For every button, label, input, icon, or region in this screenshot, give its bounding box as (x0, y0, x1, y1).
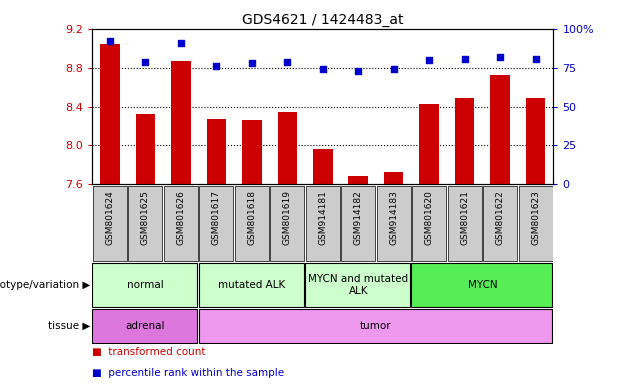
Text: GSM914182: GSM914182 (354, 190, 363, 245)
Text: GSM801621: GSM801621 (460, 190, 469, 245)
FancyBboxPatch shape (128, 185, 162, 261)
Text: MYCN and mutated
ALK: MYCN and mutated ALK (308, 274, 408, 296)
Bar (313, 149, 333, 184)
FancyBboxPatch shape (412, 185, 446, 261)
Point (460, 55, 470, 61)
Text: mutated ALK: mutated ALK (218, 280, 286, 290)
Text: GSM801617: GSM801617 (212, 190, 221, 245)
Bar (100, 44, 120, 184)
Text: tissue ▶: tissue ▶ (48, 321, 90, 331)
Text: adrenal: adrenal (126, 321, 165, 331)
Point (353, 68, 363, 74)
Text: tumor: tumor (360, 321, 392, 331)
Bar (277, 113, 297, 184)
FancyBboxPatch shape (305, 263, 410, 307)
Point (530, 55, 541, 61)
Text: ■  transformed count: ■ transformed count (92, 348, 205, 358)
FancyBboxPatch shape (199, 185, 233, 261)
Text: MYCN: MYCN (467, 280, 497, 290)
Bar (490, 74, 510, 184)
Bar (171, 61, 191, 184)
Point (424, 57, 434, 63)
Point (282, 58, 293, 65)
Point (318, 66, 328, 73)
FancyBboxPatch shape (235, 185, 269, 261)
Text: GSM801624: GSM801624 (106, 190, 114, 245)
Point (176, 40, 186, 46)
FancyBboxPatch shape (92, 263, 197, 307)
Text: ■  percentile rank within the sample: ■ percentile rank within the sample (92, 368, 284, 378)
Bar (349, 176, 368, 184)
Text: GSM914183: GSM914183 (389, 190, 398, 245)
Bar (207, 119, 226, 184)
Text: GSM801623: GSM801623 (531, 190, 540, 245)
Text: normal: normal (127, 280, 164, 290)
Bar (384, 172, 403, 184)
Text: GSM801618: GSM801618 (247, 190, 256, 245)
Point (211, 63, 221, 70)
Bar (242, 120, 261, 184)
FancyBboxPatch shape (270, 185, 305, 261)
FancyBboxPatch shape (306, 185, 340, 261)
Point (141, 58, 151, 65)
Text: GSM801625: GSM801625 (141, 190, 150, 245)
FancyBboxPatch shape (518, 185, 553, 261)
FancyBboxPatch shape (198, 263, 303, 307)
Text: GSM801622: GSM801622 (495, 190, 504, 245)
Bar (135, 114, 155, 184)
FancyBboxPatch shape (93, 185, 127, 261)
Point (495, 54, 505, 60)
Text: GSM801626: GSM801626 (176, 190, 185, 245)
Point (105, 38, 115, 45)
Title: GDS4621 / 1424483_at: GDS4621 / 1424483_at (242, 13, 403, 26)
Bar (455, 98, 474, 184)
Point (247, 60, 257, 66)
FancyBboxPatch shape (411, 263, 552, 307)
Bar (419, 104, 439, 184)
FancyBboxPatch shape (377, 185, 411, 261)
Text: GSM801619: GSM801619 (283, 190, 292, 245)
Text: GSM801620: GSM801620 (425, 190, 434, 245)
Bar (526, 98, 545, 184)
FancyBboxPatch shape (198, 309, 552, 343)
FancyBboxPatch shape (483, 185, 517, 261)
FancyBboxPatch shape (448, 185, 481, 261)
FancyBboxPatch shape (92, 309, 197, 343)
FancyBboxPatch shape (342, 185, 375, 261)
Text: genotype/variation ▶: genotype/variation ▶ (0, 280, 90, 290)
FancyBboxPatch shape (164, 185, 198, 261)
Text: GSM914181: GSM914181 (318, 190, 328, 245)
Point (389, 66, 399, 73)
